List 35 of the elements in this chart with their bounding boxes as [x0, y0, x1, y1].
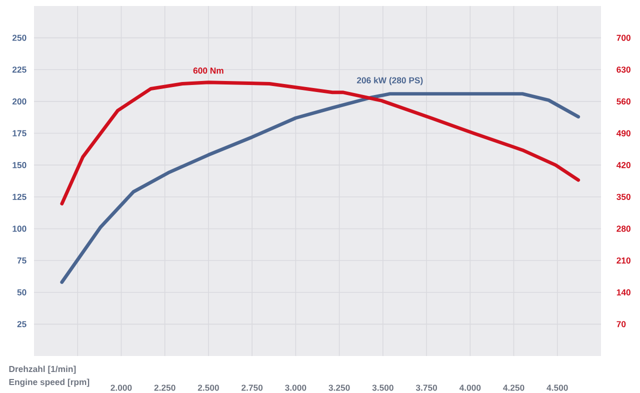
x-tick-label: 3.500 — [372, 384, 394, 391]
y-tick-label: 150 — [12, 162, 26, 168]
y2-tick-label: 420 — [616, 162, 630, 168]
x-tick-label: 3.000 — [285, 384, 306, 391]
y-tick-label: 50 — [17, 289, 26, 296]
y2-tick-label: 700 — [616, 34, 630, 41]
y2-tick-label: 210 — [616, 257, 630, 264]
y2-tick-label: 70 — [616, 321, 626, 328]
series-label: 206 kW (280 PS) — [356, 77, 423, 86]
x-tick-label: 3.750 — [416, 384, 438, 391]
x-axis-title: Engine speed [rpm] — [9, 378, 90, 387]
x-tick-label: 2.250 — [154, 384, 176, 391]
y2-tick-label: 140 — [616, 289, 630, 296]
x-tick-label: 2.750 — [242, 384, 263, 391]
x-tick-label: 2.500 — [198, 384, 219, 391]
x-tick-label: 3.250 — [328, 384, 350, 391]
text: Drehzahl [1/min] — [9, 366, 76, 374]
y2-tick-label: 490 — [616, 130, 630, 136]
x-tick-label: 4.000 — [459, 384, 481, 391]
y-tick-label: 100 — [12, 226, 26, 232]
series-label: 600 Nm — [193, 68, 224, 74]
x-tick-label: 4.250 — [503, 384, 524, 391]
y-tick-label: 250 — [12, 34, 26, 41]
y2-tick-label: 630 — [616, 66, 630, 73]
x-tick-label: 2.000 — [110, 384, 132, 391]
y-tick-label: 25 — [17, 321, 26, 328]
y-tick-label: 125 — [12, 194, 26, 200]
y-tick-label: 225 — [12, 66, 26, 73]
y-tick-label: 75 — [17, 258, 26, 264]
y-tick-label: 175 — [12, 130, 26, 136]
y2-tick-label: 560 — [616, 98, 630, 105]
y2-tick-label: 280 — [616, 226, 630, 232]
y2-tick-label: 350 — [616, 194, 630, 200]
y-tick-label: 200 — [12, 98, 26, 105]
x-tick-label: 4.500 — [546, 384, 568, 391]
